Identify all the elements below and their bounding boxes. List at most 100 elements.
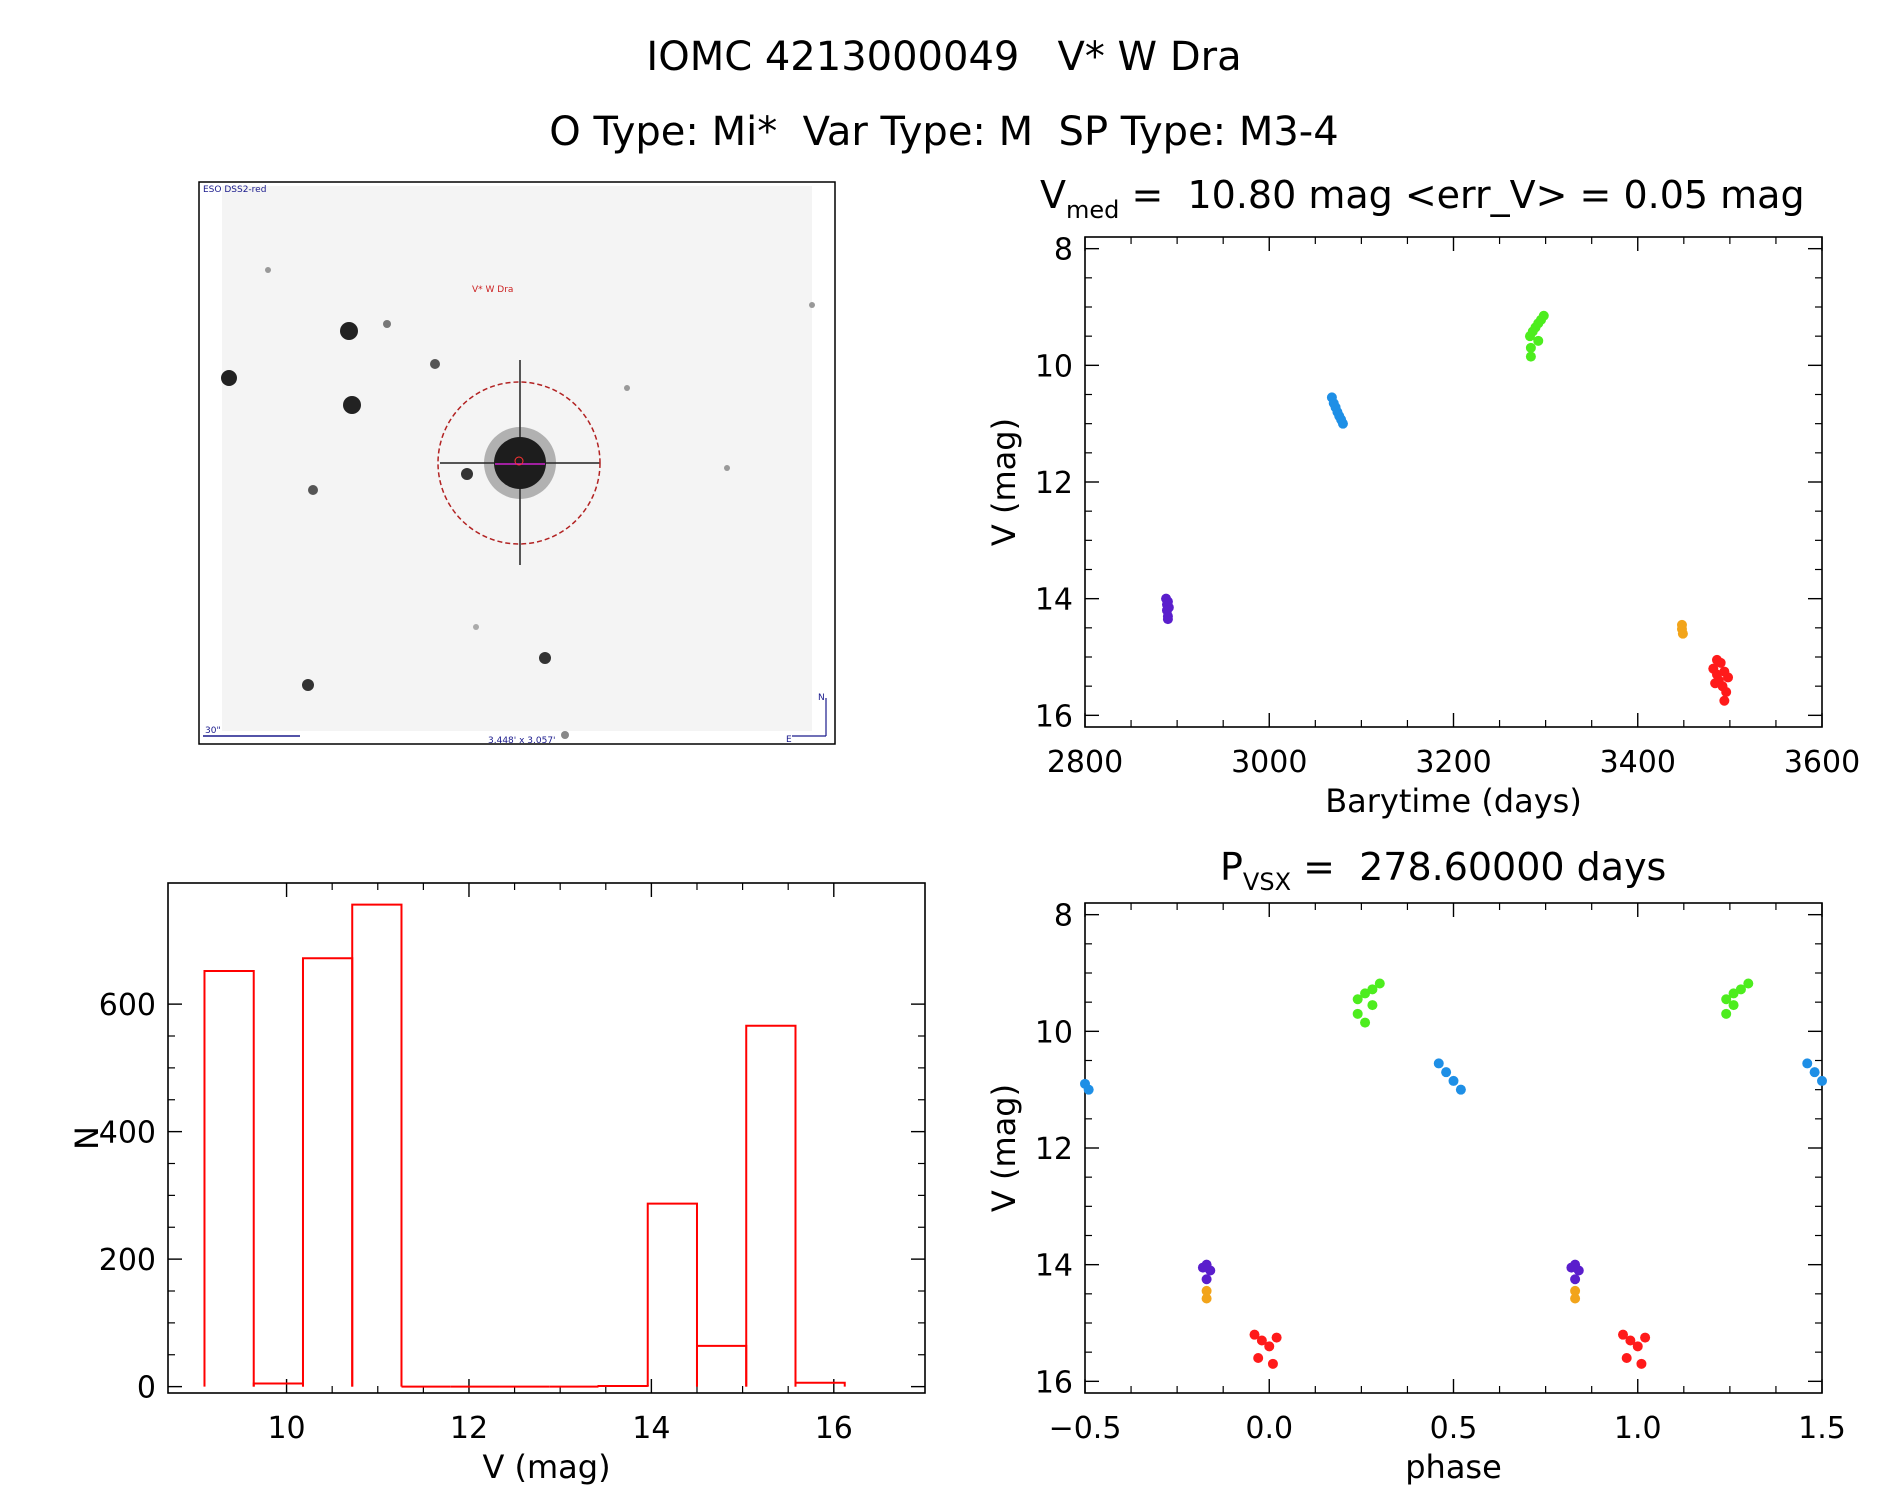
- light-curve-title-rest: = 10.80 mag <err_V> = 0.05 mag: [1119, 173, 1804, 217]
- phased-ylabel: V (mag): [985, 1084, 1023, 1212]
- phased-point: [1249, 1329, 1260, 1340]
- finder-chart: ESO DSS2-red V* W Dra: [198, 181, 836, 746]
- light-curve-xtick-label: 3600: [1784, 745, 1860, 780]
- finder-fov-label: 3.448' x 3.057': [488, 736, 556, 746]
- light-curve-point: [1162, 614, 1173, 625]
- phased-ytick-label: 12: [1035, 1132, 1073, 1167]
- phased-point: [1256, 1335, 1267, 1346]
- histogram-bar: [252, 1382, 304, 1387]
- phased-point: [1267, 1358, 1278, 1369]
- histogram-frame: [167, 882, 926, 1394]
- phased-point: [1201, 1274, 1212, 1285]
- light-curve-point: [1719, 695, 1730, 706]
- finder-stars: [221, 267, 815, 739]
- phased-point: [1817, 1075, 1827, 1086]
- phased-point: [1201, 1293, 1212, 1304]
- phased-series-red: [1249, 1329, 1651, 1369]
- light-curve-point: [1525, 342, 1536, 353]
- histogram-xlabel: V (mag): [482, 1448, 610, 1486]
- phased-point: [1625, 1335, 1636, 1346]
- finder-compass: [792, 698, 827, 737]
- phased-point: [1253, 1353, 1264, 1363]
- phased-frame: [1084, 902, 1823, 1394]
- phased-point: [1271, 1332, 1282, 1343]
- light-curve-ytick-label: 8: [1054, 233, 1073, 268]
- phased-plot: PVSX = 278.60000 days −0.5 0.0 0.5 1.0 1.5 8 1…: [985, 845, 1846, 1486]
- phased-point: [1721, 1008, 1732, 1019]
- finder-aperture-circle: [437, 381, 601, 545]
- light-curve-point: [1713, 675, 1724, 686]
- phased-point: [1640, 1332, 1651, 1343]
- finder-north-label: N: [818, 693, 825, 703]
- phased-title: PVSX = 278.60000 days: [1220, 845, 1666, 896]
- phased-point: [1632, 1341, 1643, 1352]
- histogram-xtick-label: 16: [815, 1411, 853, 1446]
- phased-point: [1570, 1274, 1581, 1285]
- light-curve-xtick-label: 3200: [1415, 745, 1491, 780]
- histogram-bar: [351, 903, 403, 1387]
- phased-ytick-label: 14: [1035, 1249, 1073, 1284]
- light-curve-ytick-label: 16: [1035, 699, 1073, 734]
- light-curve-point: [1533, 335, 1544, 346]
- phased-point: [1728, 1000, 1739, 1011]
- phased-point: [1809, 1067, 1820, 1078]
- light-curve-point: [1337, 418, 1348, 429]
- phased-point: [1573, 1265, 1584, 1276]
- histogram-bar: [597, 1384, 649, 1387]
- phased-series-orange: [1201, 1285, 1581, 1304]
- phased-point: [1735, 984, 1746, 995]
- phased-ytick-label: 10: [1035, 1015, 1073, 1050]
- phased-title-main: P: [1220, 845, 1243, 889]
- light-curve-ytick-label: 12: [1035, 466, 1073, 501]
- phased-point: [1721, 994, 1732, 1005]
- phased-xtick-label: 0.5: [1430, 1411, 1478, 1446]
- phased-xtick-label: 1.5: [1798, 1411, 1846, 1446]
- light-curve-title-sub: med: [1066, 196, 1119, 224]
- phased-xtick-label: −0.5: [1049, 1411, 1122, 1446]
- histogram-bar: [794, 1381, 846, 1387]
- phased-point: [1083, 1084, 1094, 1095]
- light-curve-title-main: V: [1040, 173, 1066, 217]
- phased-point: [1802, 1058, 1813, 1069]
- finder-survey-label: ESO DSS2-red: [203, 185, 266, 195]
- phased-series-green: [1352, 978, 1754, 1028]
- histogram-xtick-label: 10: [267, 1411, 305, 1446]
- light-curve-series-green: [1524, 310, 1549, 362]
- phased-point: [1367, 1000, 1378, 1011]
- phased-point: [1352, 994, 1363, 1005]
- finder-scale-label: 30": [205, 726, 221, 736]
- light-curve-point: [1525, 351, 1536, 362]
- phased-title-rest: = 278.60000 days: [1291, 845, 1666, 889]
- phased-ytick-label: 8: [1054, 899, 1073, 934]
- histogram-ytick-label: 0: [137, 1371, 156, 1406]
- light-curve-series-blue: [1326, 392, 1348, 429]
- phased-xtick-label: 0.0: [1245, 1411, 1293, 1446]
- phased-point: [1360, 1017, 1371, 1028]
- light-curve-point: [1677, 628, 1688, 639]
- title-line2: O Type: Mi* Var Type: M SP Type: M3-4: [549, 109, 1338, 155]
- light-curve-ylabel: V (mag): [985, 418, 1023, 546]
- light-curve-xtick-label: 2800: [1047, 745, 1123, 780]
- light-curve-xlabel: Barytime (days): [1325, 782, 1582, 820]
- light-curve-point: [1723, 672, 1734, 683]
- phased-point: [1264, 1341, 1275, 1352]
- phased-point: [1205, 1265, 1216, 1276]
- phased-point: [1201, 1285, 1212, 1296]
- phased-point: [1621, 1353, 1632, 1363]
- light-curve-point: [1538, 310, 1549, 321]
- light-curve-title: Vmed = 10.80 mag <err_V> = 0.05 mag: [1040, 173, 1805, 224]
- histogram-ytick-label: 200: [99, 1243, 156, 1278]
- phased-point: [1374, 978, 1385, 989]
- finder-target-label: V* W Dra: [472, 285, 513, 295]
- light-curve-series-purple: [1161, 593, 1174, 625]
- light-curve-series-orange: [1676, 619, 1688, 639]
- phased-point: [1455, 1084, 1466, 1095]
- histogram-bar: [646, 1202, 698, 1387]
- histogram-ytick-label: 600: [99, 988, 156, 1023]
- histogram-bar: [745, 1024, 797, 1387]
- histogram-bar: [203, 969, 255, 1387]
- phased-point: [1367, 984, 1378, 995]
- light-curve-frame: [1084, 236, 1823, 728]
- light-curve-ytick-label: 14: [1035, 583, 1073, 618]
